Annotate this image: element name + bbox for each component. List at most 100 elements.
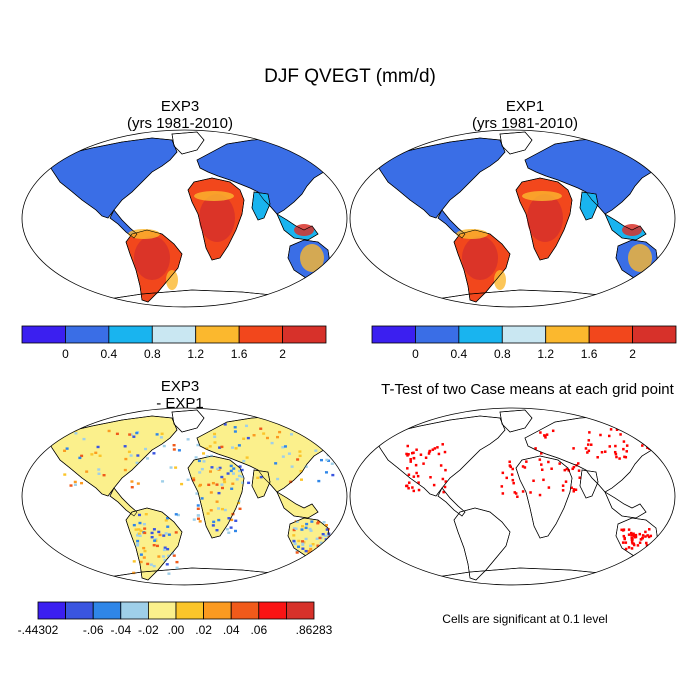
sig-cell [636,544,640,547]
diff-cell [80,481,84,485]
panel-title-ttest: T-Test of two Case means at each grid po… [355,381,700,398]
diff-cell [165,563,169,566]
diff-cell [259,475,263,479]
panel-title-diff-line1: EXP3 [160,378,200,395]
diff-cell [149,563,153,566]
diff-cell [208,445,212,448]
sig-cell [433,447,437,450]
precip-core [134,236,170,280]
diff-cell [130,486,134,489]
sig-cell [534,447,537,450]
sig-cell [513,491,517,494]
sig-cell [563,468,567,472]
sig-cell [641,536,644,540]
colorbar-mean-swatch [371,325,416,344]
diff-cell [310,520,314,523]
sig-cell [410,451,414,455]
sig-cell [439,464,443,467]
coast-antarctica [429,289,631,307]
sig-cell [525,460,528,463]
diff-cell [218,466,222,470]
sig-cell [416,474,420,478]
diff-cell [160,432,164,435]
precip-transition [194,191,234,201]
colorbar-diff-swatch [285,601,315,620]
diff-cell [152,543,156,547]
diff-cell [138,534,142,538]
diff-cell [211,481,215,485]
diff-cell [321,546,325,549]
diff-cell [274,462,278,465]
diff-cell [199,483,203,487]
sig-cell [636,435,640,438]
panel-title-ttest-line1: T-Test of two Case means at each grid po… [381,381,674,398]
diff-cell [325,528,329,531]
diff-cell [73,483,77,486]
diff-cell [135,461,139,465]
diff-cell [233,430,237,433]
diff-cell [233,426,237,429]
sig-cell [444,468,447,472]
sig-cell [635,431,639,435]
diff-cell [157,530,161,534]
sig-cell [625,450,629,453]
diff-cell [283,445,287,448]
colorbar-diff-tick-label: .06 [250,623,268,637]
diff-cell [319,545,323,549]
sig-cell [630,540,634,543]
sig-cell [620,528,623,532]
sig-cell [641,534,645,537]
diff-cell [97,472,101,475]
diff-cell [314,449,318,452]
sig-cell [565,467,569,471]
sig-cell [412,451,415,455]
colorbar-mean-swatch [21,325,66,344]
sig-cell [564,480,568,483]
diff-cell [115,432,119,436]
coast-antarctica [101,289,303,307]
diff-cell [223,423,227,426]
sig-cell [417,481,420,484]
diff-cell [309,529,313,532]
sig-cell [412,489,416,493]
sig-cell [411,486,414,489]
coast-eurasia [524,415,666,493]
colorbar-diff-swatch [258,601,287,620]
diff-cell [175,566,179,570]
diff-cell [292,528,296,532]
sig-cell [501,492,505,495]
map-border [349,407,676,586]
diff-cell [150,531,154,535]
sig-cell [558,462,561,465]
land-na [47,415,178,497]
diff-cell [176,513,180,517]
coast-na [375,415,506,497]
sig-cell [623,455,626,459]
diff-cell [161,555,165,558]
colorbar-mean-swatch [545,325,590,344]
diff-cell [80,454,84,458]
land-na [375,415,506,497]
diff-cell [294,527,298,530]
sig-cell [419,453,423,456]
diff-cell [259,427,263,430]
diff-cell [220,507,224,511]
diff-cell [237,444,241,447]
diff-cell [304,465,308,468]
map-panel-exp3 [21,129,348,308]
diff-cell [130,480,134,483]
diff-cell [304,537,308,541]
diff-cell [323,534,327,538]
diff-cell [217,491,221,495]
colorbar-mean-swatch [588,325,633,344]
coast-seasia [604,491,647,519]
diff-cell [138,521,142,525]
diff-cell [152,452,156,455]
diff-cell [146,457,150,460]
diff-cell [252,434,256,437]
diff-cell [325,548,329,552]
sig-cell [443,485,447,489]
diff-cell [142,522,146,526]
sig-cell [538,493,542,497]
land-na [375,137,506,219]
